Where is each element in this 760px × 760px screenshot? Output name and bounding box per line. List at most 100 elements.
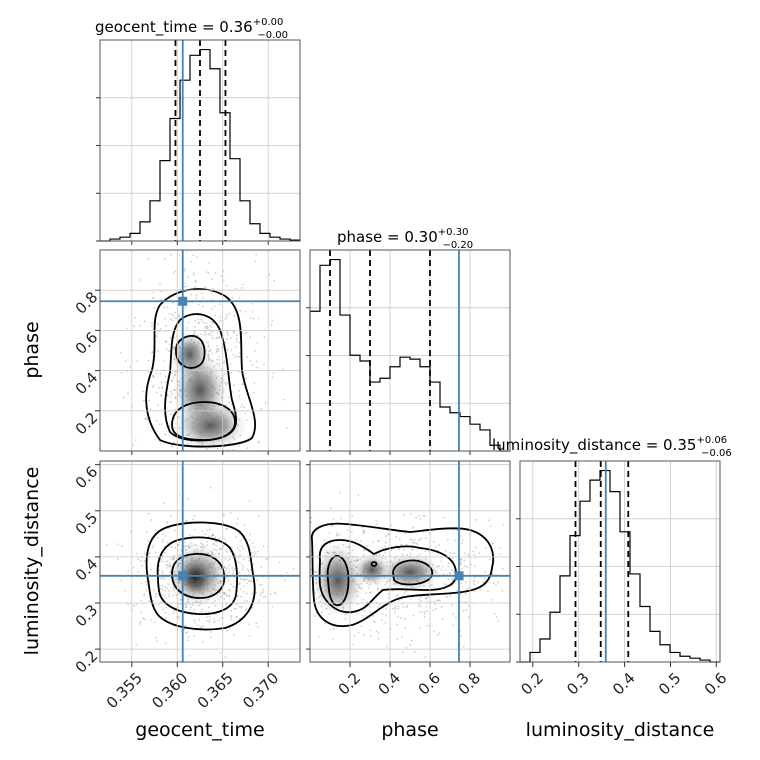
scatter-point — [188, 590, 191, 593]
scatter-point — [217, 447, 219, 450]
scatter-point — [201, 543, 204, 546]
scatter-point — [350, 560, 353, 563]
scatter-point — [211, 360, 214, 363]
scatter-point — [200, 592, 203, 595]
scatter-point — [155, 640, 158, 643]
scatter-point — [201, 566, 204, 569]
scatter-point — [145, 418, 148, 420]
x-tick-label-phase: 0.8 — [455, 669, 485, 699]
scatter-point — [213, 599, 216, 602]
scatter-point — [212, 563, 215, 566]
scatter-point — [225, 540, 228, 543]
scatter-point — [220, 377, 223, 380]
scatter-point — [163, 595, 166, 597]
scatter-point — [171, 546, 174, 549]
scatter-point — [410, 598, 413, 600]
scatter-point — [344, 613, 347, 616]
scatter-point — [209, 636, 212, 639]
scatter-point — [419, 569, 422, 571]
scatter-point — [250, 592, 253, 595]
scatter-point — [202, 544, 205, 547]
scatter-point — [195, 371, 198, 374]
scatter-point — [199, 586, 202, 589]
scatter-point — [434, 570, 437, 573]
scatter-point — [236, 424, 239, 426]
scatter-point — [463, 552, 466, 555]
scatter-point — [200, 603, 202, 605]
scatter-point — [196, 581, 198, 583]
scatter-point — [325, 607, 328, 610]
scatter-point — [188, 543, 191, 545]
scatter-point — [226, 419, 228, 422]
scatter-point — [172, 346, 175, 349]
scatter-point — [363, 576, 366, 579]
scatter-point — [460, 582, 463, 584]
scatter-point — [145, 581, 148, 584]
scatter-point — [215, 431, 218, 434]
scatter-point — [213, 428, 215, 430]
scatter-point — [186, 327, 189, 329]
scatter-point — [206, 620, 209, 622]
scatter-point — [213, 543, 215, 545]
scatter-point — [201, 434, 204, 436]
scatter-point — [230, 618, 232, 621]
scatter-point — [434, 603, 437, 606]
scatter-point — [161, 386, 164, 389]
scatter-point — [126, 327, 129, 330]
scatter-point — [397, 605, 400, 608]
scatter-point — [466, 587, 469, 590]
scatter-point — [119, 351, 122, 354]
scatter-point — [339, 533, 341, 536]
scatter-point — [231, 572, 234, 575]
scatter-point — [253, 551, 256, 553]
scatter-point — [163, 603, 166, 605]
scatter-point — [186, 545, 189, 548]
scatter-point — [352, 643, 354, 646]
scatter-point — [183, 545, 186, 548]
scatter-point — [405, 567, 407, 570]
scatter-point — [193, 550, 196, 553]
scatter-point — [169, 571, 172, 573]
scatter-point — [225, 568, 228, 571]
scatter-point — [177, 394, 180, 396]
scatter-point — [251, 552, 254, 555]
scatter-point — [213, 617, 215, 620]
scatter-point — [406, 606, 408, 609]
scatter-point — [179, 598, 182, 601]
scatter-point — [165, 521, 168, 524]
scatter-point — [382, 613, 384, 615]
scatter-point — [255, 253, 257, 256]
scatter-point — [196, 377, 198, 380]
scatter-point — [223, 429, 226, 432]
scatter-point — [117, 558, 119, 561]
scatter-point — [165, 348, 168, 350]
scatter-point — [218, 321, 221, 324]
scatter-point — [209, 349, 212, 352]
scatter-point — [140, 582, 143, 585]
scatter-point — [248, 500, 251, 502]
scatter-point — [218, 537, 221, 540]
scatter-point — [164, 560, 167, 563]
scatter-point — [372, 569, 375, 572]
scatter-point — [455, 616, 457, 619]
scatter-point — [168, 565, 170, 568]
scatter-point — [195, 568, 198, 571]
scatter-point — [199, 405, 202, 407]
density-blob-2 — [352, 552, 392, 588]
scatter-point — [238, 617, 241, 620]
scatter-point — [186, 417, 189, 420]
scatter-point — [432, 630, 435, 633]
scatter-point — [324, 579, 327, 582]
scatter-point — [173, 272, 175, 275]
scatter-point — [320, 563, 323, 566]
scatter-point — [173, 554, 176, 557]
scatter-point — [416, 562, 418, 565]
scatter-point — [368, 578, 371, 581]
scatter-point — [164, 433, 167, 436]
scatter-point — [201, 530, 204, 532]
scatter-point — [190, 562, 192, 565]
scatter-point — [478, 552, 481, 555]
scatter-point — [425, 568, 428, 570]
y-tick-label-luminosity_distance: 0.5 — [72, 509, 102, 539]
scatter-point — [456, 529, 459, 531]
